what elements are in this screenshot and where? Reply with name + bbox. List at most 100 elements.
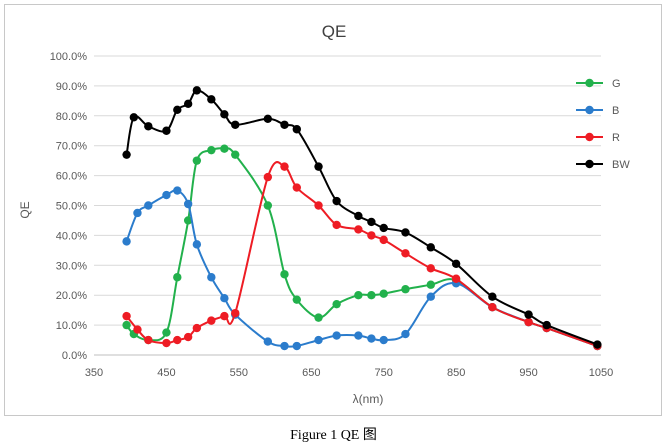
data-point-r: [122, 311, 131, 321]
data-point-g: [263, 201, 273, 210]
data-point-b: [183, 199, 193, 209]
y-tick-label: 80.0%: [56, 111, 87, 123]
series-r: [122, 161, 602, 351]
x-axis-ticks: 350 450 550 650 750 850 950 1050: [85, 367, 613, 379]
data-point-g: [332, 299, 341, 309]
data-point-b: [162, 190, 171, 200]
data-point-bw: [280, 120, 289, 129]
data-point-g: [220, 144, 229, 153]
y-axis-title: QE: [18, 201, 32, 218]
data-point-g: [354, 291, 363, 300]
data-point-r: [231, 308, 240, 318]
data-point-b: [133, 208, 142, 218]
data-point-r: [354, 225, 363, 234]
y-axis-ticks: 0.0% 10.0% 20.0% 30.0% 40.0% 50.0% 60.0% 70.0% 8…: [50, 51, 88, 362]
data-point-r: [162, 338, 171, 348]
data-point-b: [173, 186, 182, 195]
data-point-b: [314, 335, 323, 345]
legend-item-b: B: [576, 105, 619, 117]
chart-frame: QE 0.0% 10.0% 20.0% 30.0% 40.0% 50.0% 60.0% 70.…: [4, 4, 662, 416]
data-point-bw: [220, 110, 229, 119]
data-point-bw: [122, 150, 131, 159]
data-point-bw: [192, 86, 202, 95]
data-point-g: [280, 270, 289, 279]
data-point-r: [133, 325, 142, 334]
data-point-r: [192, 323, 202, 333]
legend-label: G: [612, 78, 621, 90]
y-tick-label: 0.0%: [62, 350, 87, 362]
data-point-g: [367, 291, 376, 300]
data-point-bw: [332, 196, 341, 206]
data-point-bw: [173, 105, 182, 115]
legend-item-g: G: [576, 78, 621, 90]
data-point-bw: [144, 122, 153, 131]
legend-item-r: R: [576, 132, 620, 144]
data-point-r: [314, 201, 323, 210]
data-point-b: [192, 240, 202, 249]
data-point-bw: [488, 292, 497, 301]
data-point-bw: [426, 243, 435, 252]
data-point-bw: [542, 320, 551, 330]
x-tick-label: 850: [447, 367, 465, 379]
data-point-b: [280, 341, 289, 351]
legend-marker: [585, 78, 594, 88]
data-point-r: [280, 162, 289, 171]
x-tick-label: 350: [85, 367, 103, 379]
y-tick-label: 70.0%: [56, 141, 87, 153]
data-point-r: [144, 335, 153, 345]
legend: G B R BW: [576, 78, 630, 171]
data-point-b: [379, 335, 388, 345]
y-tick-label: 90.0%: [56, 81, 87, 93]
y-tick-label: 60.0%: [56, 171, 87, 183]
data-point-b: [401, 329, 410, 339]
y-tick-label: 100.0%: [50, 51, 88, 63]
x-tick-label: 450: [157, 367, 175, 379]
data-point-bw: [129, 113, 139, 122]
data-point-r: [332, 220, 341, 230]
data-point-r: [451, 274, 461, 283]
data-point-b: [354, 331, 363, 340]
data-point-g: [231, 150, 240, 159]
data-point-b: [426, 292, 435, 301]
y-tick-label: 30.0%: [56, 260, 87, 272]
data-point-bw: [183, 99, 193, 109]
data-point-r: [263, 172, 273, 182]
data-point-bw: [379, 223, 388, 233]
data-point-b: [122, 237, 131, 246]
data-point-r: [292, 183, 301, 192]
data-point-r: [379, 235, 388, 245]
data-point-r: [173, 335, 182, 345]
data-point-g: [183, 216, 193, 225]
data-point-r: [183, 332, 193, 342]
gridlines: [94, 55, 601, 356]
legend-marker: [585, 105, 594, 115]
data-point-bw: [593, 340, 602, 349]
data-point-g: [122, 320, 131, 330]
legend-marker: [585, 132, 594, 142]
data-point-r: [220, 311, 229, 321]
chart-title: QE: [322, 22, 347, 41]
data-point-g: [314, 313, 323, 322]
data-point-g: [401, 285, 410, 294]
data-point-g: [292, 295, 301, 304]
x-axis-title: λ(nm): [353, 392, 384, 406]
data-point-bw: [524, 310, 533, 319]
data-point-bw: [314, 162, 323, 171]
legend-label: R: [612, 132, 620, 144]
data-point-b: [292, 341, 301, 351]
data-point-g: [426, 280, 435, 289]
data-point-bw: [292, 125, 301, 134]
data-point-bw: [263, 114, 273, 123]
data-point-b: [220, 293, 229, 303]
data-point-r: [207, 316, 216, 325]
data-point-g: [207, 145, 216, 155]
data-point-g: [379, 289, 388, 298]
x-tick-label: 750: [375, 367, 393, 379]
x-tick-label: 950: [519, 367, 537, 379]
legend-label: B: [612, 105, 619, 117]
figure-caption: Figure 1 QE 图: [290, 428, 377, 443]
x-tick-label: 550: [230, 367, 248, 379]
y-tick-label: 10.0%: [56, 320, 87, 332]
data-point-b: [144, 201, 153, 210]
data-point-b: [207, 273, 216, 282]
